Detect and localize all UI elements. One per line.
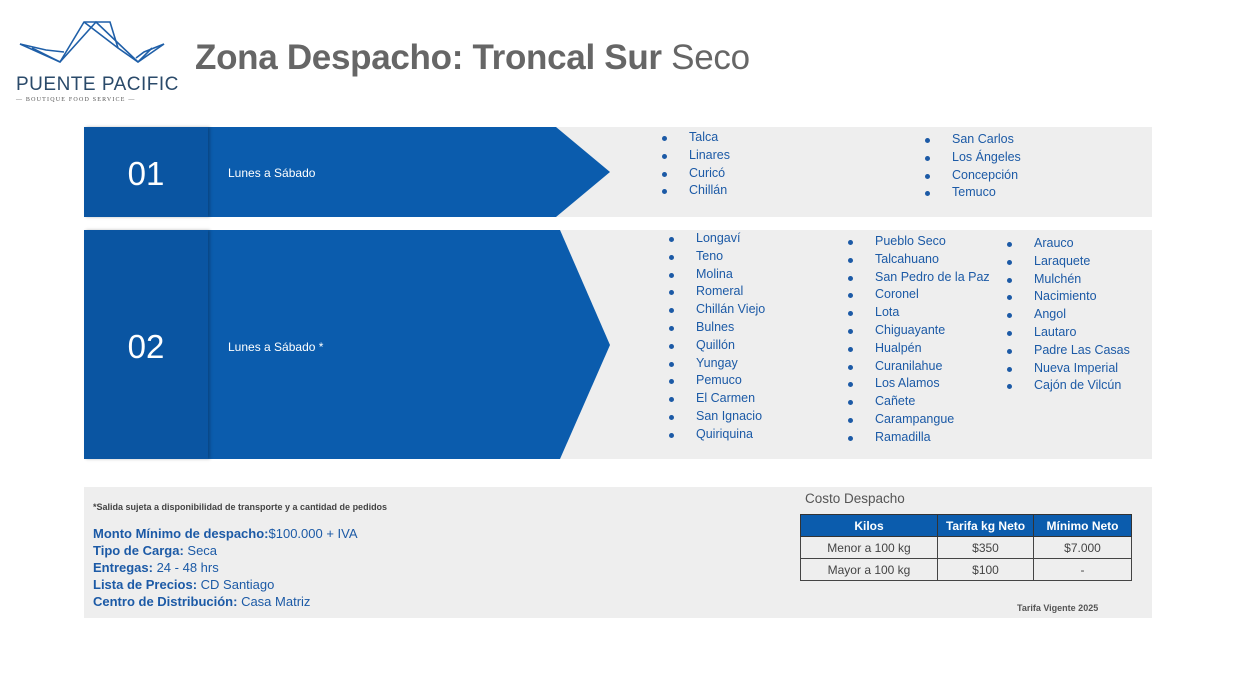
table-cell: Mayor a 100 kg — [800, 558, 938, 581]
city-item: Pueblo Seco — [845, 233, 990, 251]
city-item: Molina — [666, 266, 765, 284]
cost-table: Kilos Tarifa kg Neto Mínimo Neto Menor a… — [800, 514, 1132, 581]
city-item: Cañete — [845, 393, 990, 411]
city-item: Angol — [1004, 306, 1130, 324]
col-header: Tarifa kg Neto — [937, 514, 1034, 537]
city-item: San Ignacio — [666, 408, 765, 426]
logo-tagline-text: BOUTIQUE FOOD SERVICE — [25, 97, 126, 103]
info-value: $100.000 + IVA — [268, 526, 358, 541]
table-cell: - — [1033, 558, 1132, 581]
table-cell: $7.000 — [1033, 536, 1132, 559]
table-row: Mayor a 100 kg $100 - — [800, 558, 1132, 581]
table-header-row: Kilos Tarifa kg Neto Mínimo Neto — [800, 514, 1132, 537]
city-item: Los Alamos — [845, 375, 990, 393]
city-item: Chiguayante — [845, 322, 990, 340]
city-item: Arauco — [1004, 235, 1130, 253]
info-label: Entregas: — [93, 560, 153, 575]
info-label: Lista de Precios: — [93, 577, 198, 592]
info-line: Entregas: 24 - 48 hrs — [93, 559, 358, 576]
city-item: Romeral — [666, 283, 765, 301]
table-cell: $350 — [937, 536, 1034, 559]
city-item: Carampangue — [845, 411, 990, 429]
city-item: Ramadilla — [845, 429, 990, 447]
city-item: Talca — [659, 129, 730, 147]
page-title: Zona Despacho: Troncal Sur Seco — [195, 38, 750, 78]
city-item: Teno — [666, 248, 765, 266]
city-item: Curanilahue — [845, 358, 990, 376]
city-item: Quiriquina — [666, 426, 765, 444]
city-item: Bulnes — [666, 319, 765, 337]
cost-title: Costo Despacho — [805, 491, 905, 506]
city-item: Cajón de Vilcún — [1004, 377, 1130, 395]
city-item: Pemuco — [666, 372, 765, 390]
zone-02-number: 02 — [127, 328, 165, 365]
zone-01-number: 01 — [127, 155, 165, 192]
city-item: Concepción — [922, 167, 1021, 185]
info-label: Monto Mínimo de despacho: — [93, 526, 269, 541]
city-item: Hualpén — [845, 340, 990, 358]
table-row: Menor a 100 kg $350 $7.000 — [800, 536, 1132, 559]
zone-02-list-1: Longaví Teno Molina Romeral Chillán Viejo Bul… — [666, 230, 765, 444]
info-value: Casa Matriz — [237, 594, 311, 609]
city-item: Nacimiento — [1004, 288, 1130, 306]
info-label: Centro de Distribución: — [93, 594, 238, 609]
city-item: Lautaro — [1004, 324, 1130, 342]
info-value: 24 - 48 hrs — [152, 560, 219, 575]
title-light: Seco — [671, 38, 750, 77]
city-item: Chillán Viejo — [666, 301, 765, 319]
city-item: Talcahuano — [845, 251, 990, 269]
city-item: Quillón — [666, 337, 765, 355]
city-item: Lota — [845, 304, 990, 322]
logo-name: PUENTE PACIFIC — [16, 74, 179, 95]
zone-01-list-2: San Carlos Los Ángeles Concepción Temuco — [922, 131, 1021, 202]
city-item: Padre Las Casas — [1004, 342, 1130, 360]
tariff-validity: Tarifa Vigente 2025 — [1017, 603, 1099, 613]
city-item: San Pedro de la Paz — [845, 269, 990, 287]
shipping-info: Monto Mínimo de despacho:$100.000 + IVA T… — [93, 525, 358, 610]
city-item: Coronel — [845, 286, 990, 304]
info-line: Tipo de Carga: Seca — [93, 542, 358, 559]
info-line: Centro de Distribución: Casa Matriz — [93, 593, 358, 610]
table-cell: $100 — [937, 558, 1034, 581]
city-item: Mulchén — [1004, 271, 1130, 289]
city-item: El Carmen — [666, 390, 765, 408]
zone-02-list-2: Pueblo Seco Talcahuano San Pedro de la Paz… — [845, 233, 990, 447]
info-value: Seca — [183, 543, 218, 558]
col-header: Kilos — [800, 514, 938, 537]
city-item: Nueva Imperial — [1004, 360, 1130, 378]
info-value: CD Santiago — [197, 577, 275, 592]
info-line: Lista de Precios: CD Santiago — [93, 576, 358, 593]
zone-02-number-box — [84, 230, 208, 459]
zone-02-list-3: Arauco Laraquete Mulchén Nacimiento Angol Lau… — [1004, 235, 1130, 395]
city-item: Los Ángeles — [922, 149, 1021, 167]
city-item: Longaví — [666, 230, 765, 248]
city-item: Yungay — [666, 355, 765, 373]
logo-mark-icon — [19, 20, 165, 64]
info-label: Tipo de Carga: — [93, 543, 184, 558]
zone-01-days: Lunes a Sábado — [228, 166, 316, 180]
city-item: Curicó — [659, 165, 730, 183]
city-item: Chillán — [659, 182, 730, 200]
zone-01-number-box — [84, 127, 208, 217]
city-item: Temuco — [922, 184, 1021, 202]
info-line: Monto Mínimo de despacho:$100.000 + IVA — [93, 525, 358, 542]
logo-tagline: — BOUTIQUE FOOD SERVICE — — [16, 97, 136, 103]
city-item: Laraquete — [1004, 253, 1130, 271]
zone-01-list-1: Talca Linares Curicó Chillán — [659, 129, 730, 200]
city-item: Linares — [659, 147, 730, 165]
col-header: Mínimo Neto — [1033, 514, 1132, 537]
title-bold: Zona Despacho: Troncal Sur — [195, 38, 662, 77]
zone-02-days: Lunes a Sábado * — [228, 340, 324, 354]
table-cell: Menor a 100 kg — [800, 536, 938, 559]
footnote: *Salida sujeta a disponibilidad de trans… — [93, 502, 388, 512]
city-item: San Carlos — [922, 131, 1021, 149]
